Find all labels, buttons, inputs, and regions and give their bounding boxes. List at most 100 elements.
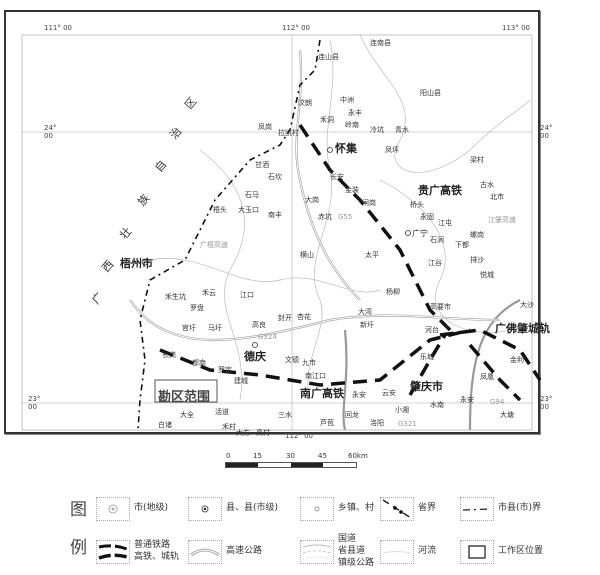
legend-swatch [300,497,334,521]
place-label: 大方 [236,429,250,437]
place-label: 青水 [395,126,409,134]
place-label: 凤坪 [385,146,399,154]
place-label: 阳山县 [420,89,441,97]
legend-swatch [380,540,414,564]
place-label: 梧头 [213,206,227,214]
scale-bar [225,462,357,468]
place-label: 大岗 [305,196,319,204]
place-label: 九市 [302,359,316,367]
place-label: 罗定 [218,366,232,374]
lon-112-label: 112° 00 [282,24,310,32]
inner-neatline [21,34,533,431]
label-nanguang-railway: 南广高铁 [300,387,344,400]
legend-swatch [460,540,494,564]
place-label: 都南 [192,359,206,367]
legend-title-1: 图 [70,500,87,520]
legend-swatch [96,540,130,564]
place-label: 连山县 [318,53,339,61]
place-label: 白诸 [158,421,172,429]
place-label: 大湾 [358,308,372,316]
lat-23-left-label: 23° 00 [28,395,41,411]
place-label: 小湘 [395,406,409,414]
place-label: 凤凰 [480,373,494,381]
work-area-icon [468,545,486,559]
place-label: 禾洞 [320,116,334,124]
place-label: 南丰 [268,211,282,219]
place-label: 石坎 [268,173,282,181]
label-survey-area: 勘区范围 [158,390,211,405]
label-wuzhou: 梧州市 [120,257,153,270]
legend-label: 工作区位置 [498,546,544,556]
place-label: 长岗 [162,351,176,359]
place-label: 石涧 [430,236,444,244]
place-label: 水南 [430,401,444,409]
legend-label: 县、县(市级) [226,503,279,513]
road-icon [302,544,332,560]
legend-swatch [380,497,414,521]
label-guiguang-railway: 贵广高铁 [418,184,462,197]
lat-23-right-label: 23° 00 [540,395,553,411]
place-label: 文德 [285,356,299,364]
place-label: 洛阳 [370,419,384,427]
road-label: 江肇高速 [488,216,516,224]
scale-tick-0: 0 [226,452,231,460]
place-label: 太平 [365,251,379,259]
legend-label: 国道 省县道 镇级公路 [338,534,375,568]
road-label: G94 [490,398,505,406]
map-frame [4,10,540,434]
place-label: 封开 [278,314,292,322]
legend-label: 乡镇、村 [338,503,375,513]
place-label: 横山 [300,251,314,259]
place-label: 永安 [460,396,474,404]
place-label: 禾生坑 [165,293,186,301]
place-label: 河台 [425,326,439,334]
legend-label: 河流 [418,546,437,556]
place-label: 罗盘 [190,304,204,312]
legend-label: 市县(市)界 [498,503,542,513]
place-label: 长安 [330,173,344,181]
place-label: 高良 [252,321,266,329]
place-label: 乐城 [420,353,434,361]
place-label: 悦城 [480,271,494,279]
county-lines [149,34,531,401]
place-label: 下都 [455,241,469,249]
legend-label: 市(地级) [134,503,169,513]
scale-tick-30: 30 [286,452,295,460]
place-label: 杏花 [297,313,311,321]
place-label: 北市 [490,193,504,201]
river-icon [382,551,412,554]
place-label: 闸岗 [362,199,376,207]
lon-112-bottom-label: 112° 00 [285,432,313,440]
place-label: 江谷 [428,259,442,267]
lat-24-left-label: 24° 00 [44,124,57,140]
place-label: 古水 [480,181,494,189]
place-label: 官圩 [182,324,196,332]
place-label: 赤坑 [318,213,332,221]
legend-swatch [96,497,130,521]
place-label: 江口 [240,291,254,299]
place-label: 金利 [510,356,524,364]
place-label: 马圩 [208,324,222,332]
expressway-centers [129,49,501,341]
label-huaiji: 怀集 [335,142,357,155]
provincial-boundary-icon [382,499,412,519]
place-label: 禾村 [222,423,236,431]
road-label: G55 [338,213,353,221]
road-label: G324 [258,333,277,341]
place-label: 汶朗 [298,99,312,107]
road-label: 广梧高速 [200,241,228,249]
place-label: 拉凯村 [278,129,299,137]
county-icon [201,505,209,513]
label-guangfozhao-railway: 广佛肇城轨 [495,322,550,335]
lat-24-right-label: 24° 00 [540,124,553,140]
place-label: 大塘 [500,411,514,419]
place-label: 建城 [234,377,248,385]
place-label: 永安 [352,391,366,399]
place-label: 禾云 [202,289,216,297]
town-village-icon [314,506,320,512]
lon-113-label: 113° 00 [502,24,530,32]
place-label: 冷坑 [370,126,384,134]
place-label: 排沙 [470,256,484,264]
legend-label: 高速公路 [226,546,263,556]
place-label: 甘洒 [255,161,269,169]
